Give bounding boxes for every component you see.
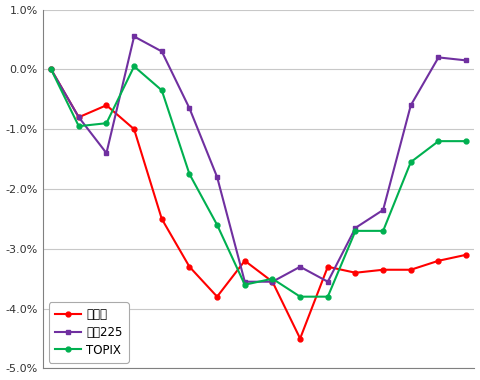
日経225 bbox=[270, 279, 276, 284]
持ち株 bbox=[131, 127, 137, 131]
持ち株 bbox=[187, 264, 192, 269]
持ち株 bbox=[48, 67, 54, 72]
TOPIX bbox=[270, 276, 276, 281]
日経225 bbox=[297, 264, 303, 269]
日経225 bbox=[435, 55, 441, 60]
日経225 bbox=[408, 103, 414, 108]
日経225 bbox=[76, 115, 82, 119]
TOPIX bbox=[408, 160, 414, 165]
持ち株 bbox=[325, 264, 331, 269]
持ち株 bbox=[159, 217, 165, 221]
TOPIX bbox=[76, 124, 82, 128]
日経225 bbox=[187, 106, 192, 111]
Legend: 持ち株, 日経225, TOPIX: 持ち株, 日経225, TOPIX bbox=[48, 302, 129, 363]
持ち株 bbox=[270, 279, 276, 284]
TOPIX bbox=[187, 172, 192, 176]
持ち株 bbox=[104, 103, 109, 108]
日経225 bbox=[463, 58, 469, 63]
持ち株 bbox=[353, 271, 359, 275]
日経225 bbox=[131, 34, 137, 39]
日経225 bbox=[380, 207, 386, 212]
TOPIX bbox=[380, 229, 386, 233]
TOPIX bbox=[353, 229, 359, 233]
日経225 bbox=[353, 226, 359, 230]
TOPIX bbox=[435, 139, 441, 143]
TOPIX bbox=[48, 67, 54, 72]
TOPIX bbox=[325, 294, 331, 299]
日経225 bbox=[104, 151, 109, 155]
日経225 bbox=[159, 49, 165, 54]
TOPIX bbox=[159, 88, 165, 93]
持ち株 bbox=[214, 294, 220, 299]
TOPIX bbox=[131, 64, 137, 69]
日経225 bbox=[242, 279, 248, 284]
日経225 bbox=[325, 279, 331, 284]
TOPIX bbox=[297, 294, 303, 299]
Line: TOPIX: TOPIX bbox=[48, 64, 468, 299]
Line: 持ち株: 持ち株 bbox=[48, 67, 468, 341]
TOPIX bbox=[242, 282, 248, 287]
持ち株 bbox=[463, 253, 469, 257]
日経225 bbox=[48, 67, 54, 72]
TOPIX bbox=[463, 139, 469, 143]
持ち株 bbox=[408, 268, 414, 272]
持ち株 bbox=[297, 336, 303, 341]
TOPIX bbox=[214, 223, 220, 227]
Line: 日経225: 日経225 bbox=[48, 34, 468, 284]
持ち株 bbox=[435, 258, 441, 263]
持ち株 bbox=[380, 268, 386, 272]
TOPIX bbox=[104, 121, 109, 125]
日経225 bbox=[214, 175, 220, 179]
持ち株 bbox=[76, 115, 82, 119]
持ち株 bbox=[242, 258, 248, 263]
